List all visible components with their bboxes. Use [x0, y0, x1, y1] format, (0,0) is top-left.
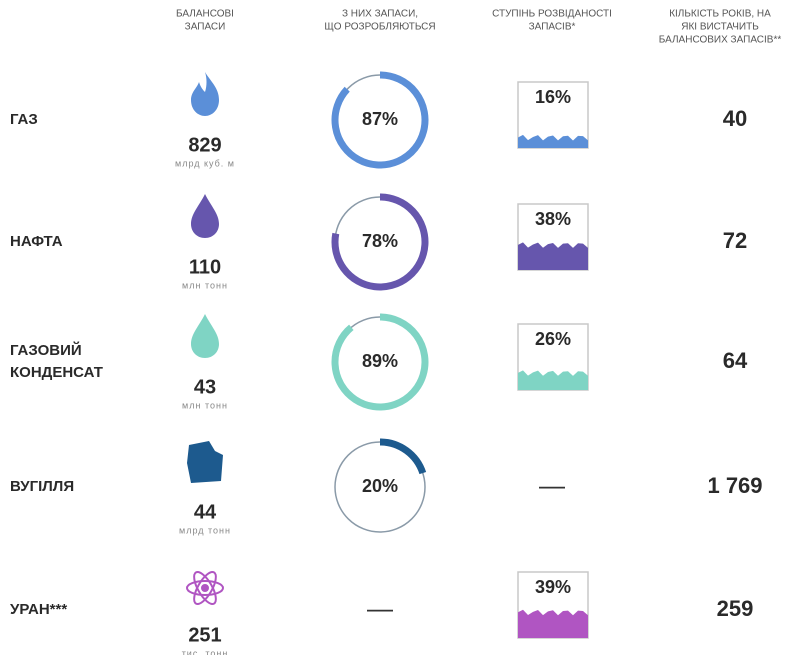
- icon: [187, 441, 223, 483]
- years: 1 769: [707, 473, 762, 498]
- row-name: ВУГІЛЛЯ: [10, 478, 74, 495]
- fill-level: [518, 609, 588, 638]
- dash: —: [367, 593, 393, 623]
- ring-arc: [331, 313, 429, 411]
- ring-arc: [331, 71, 429, 169]
- column-header: ЗАПАСІВ*: [529, 22, 576, 33]
- row-name: КОНДЕНСАТ: [10, 364, 103, 381]
- fill-level: [518, 134, 588, 148]
- column-header: З НИХ ЗАПАСИ,: [342, 9, 418, 20]
- developed-percent: 78%: [362, 231, 398, 251]
- reserves-unit: млрд куб. м: [175, 158, 235, 168]
- years: 72: [723, 228, 747, 253]
- ring-arc: [331, 193, 429, 291]
- reserves-value: 43: [194, 376, 216, 398]
- column-header: БАЛАНСОВІ: [176, 9, 234, 20]
- reserves-unit: млн тонн: [182, 280, 228, 290]
- reserves-value: 44: [194, 501, 217, 523]
- developed-percent: 87%: [362, 109, 398, 129]
- column-header: СТУПІНЬ РОЗВІДАНОСТІ: [492, 9, 612, 20]
- fill-level: [518, 242, 588, 270]
- explored-percent: 26%: [535, 329, 571, 349]
- dash: —: [539, 470, 565, 500]
- reserves-value: 110: [189, 256, 221, 278]
- ring-arc: [379, 438, 427, 475]
- developed-percent: 89%: [362, 351, 398, 371]
- years: 40: [723, 106, 747, 131]
- icon: [186, 571, 224, 605]
- reserves-value: 251: [188, 624, 221, 646]
- row-name: УРАН***: [10, 601, 67, 618]
- reserves-unit: млрд тонн: [179, 525, 231, 535]
- fill-level: [518, 370, 588, 390]
- years: 64: [723, 348, 748, 373]
- column-header: ЗАПАСИ: [185, 22, 226, 33]
- column-header: ЯКІ ВИСТАЧИТЬ: [681, 22, 759, 33]
- reserves-unit: тис. тонн: [182, 648, 229, 655]
- reserves-unit: млн тонн: [182, 400, 228, 410]
- icon: [191, 194, 219, 238]
- icon: [191, 314, 219, 358]
- column-header: ЩО РОЗРОБЛЯЮТЬСЯ: [324, 22, 435, 33]
- row-name: ГАЗ: [10, 111, 38, 128]
- column-header: КІЛЬКІСТЬ РОКІВ, НА: [669, 9, 771, 20]
- years: 259: [717, 596, 754, 621]
- explored-percent: 38%: [535, 209, 571, 229]
- icon: [191, 72, 219, 116]
- developed-percent: 20%: [362, 476, 398, 496]
- explored-percent: 39%: [535, 577, 571, 597]
- column-header: БАЛАНСОВИХ ЗАПАСІВ**: [659, 35, 782, 46]
- row-name: НАФТА: [10, 233, 63, 250]
- explored-percent: 16%: [535, 87, 571, 107]
- row-name: ГАЗОВИЙ: [10, 341, 82, 359]
- reserves-value: 829: [188, 134, 221, 156]
